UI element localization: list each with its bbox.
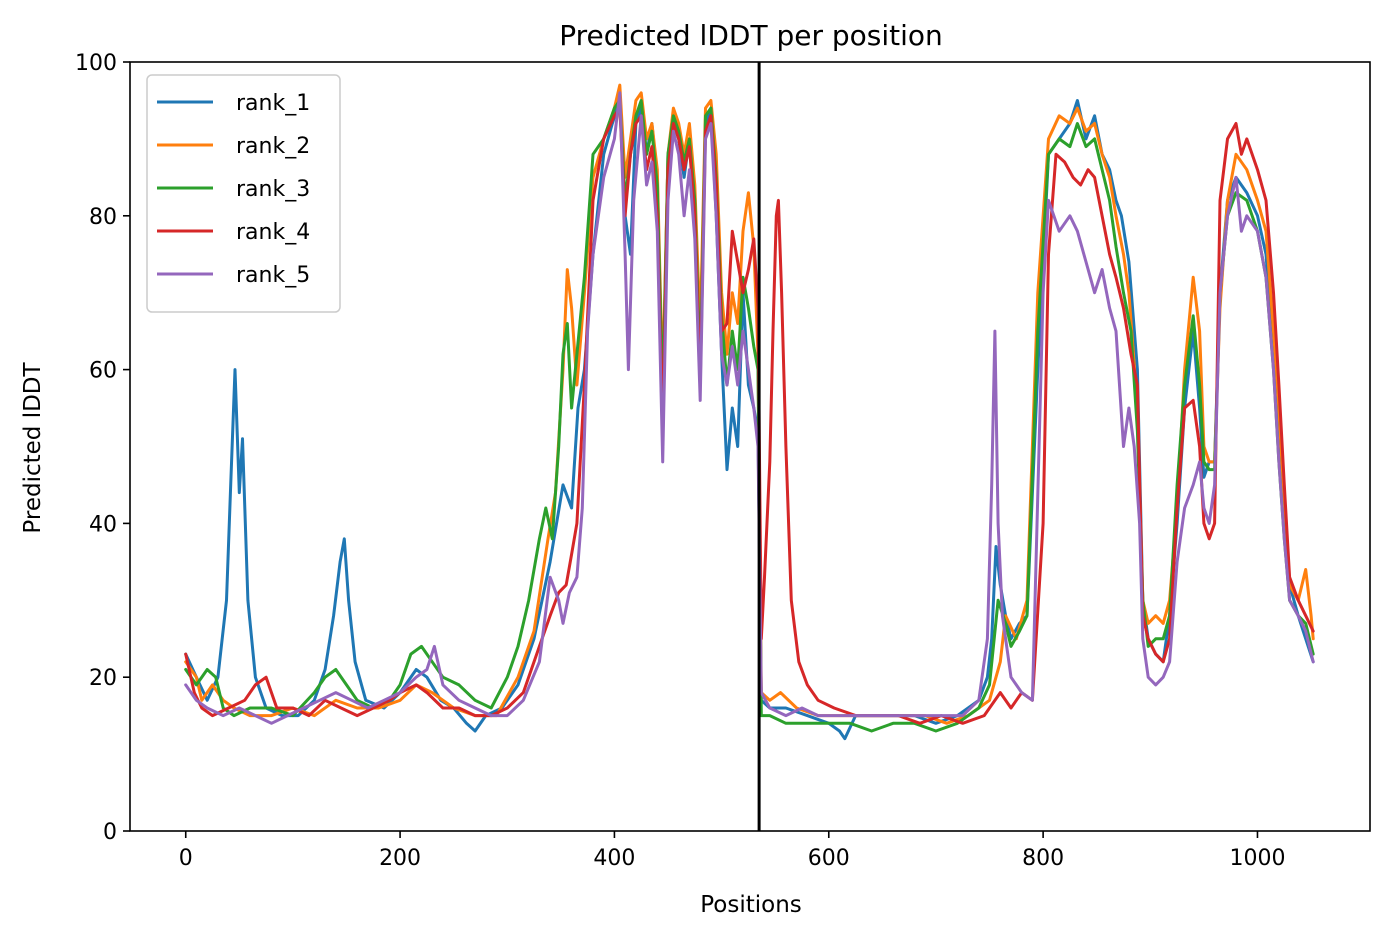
y-tick-label: 60 xyxy=(89,359,117,384)
x-tick-label: 800 xyxy=(1022,846,1064,871)
x-tick-label: 1000 xyxy=(1229,846,1285,871)
series-line-rank-2 xyxy=(184,83,1315,725)
y-tick-label: 100 xyxy=(75,51,117,76)
y-tick-label: 80 xyxy=(89,205,117,230)
y-tick-label: 40 xyxy=(89,512,117,537)
legend-label-rank-3: rank_3 xyxy=(236,177,310,202)
chart-title: Predicted lDDT per position xyxy=(559,19,943,52)
series-line-rank-3 xyxy=(184,99,1315,733)
legend: rank_1 rank_2 rank_3 rank_4 rank_5 xyxy=(146,74,341,313)
legend-box xyxy=(146,74,341,313)
x-tick-label: 0 xyxy=(179,846,193,871)
legend-label-rank-1: rank_1 xyxy=(236,91,310,116)
plot-frame xyxy=(129,61,1371,832)
x-tick-label: 600 xyxy=(808,846,850,871)
x-axis-label: Positions xyxy=(700,892,802,918)
legend-label-rank-5: rank_5 xyxy=(236,263,310,288)
y-tick-label: 0 xyxy=(103,820,117,845)
x-tick-label: 400 xyxy=(593,846,635,871)
series-group xyxy=(184,62,1315,831)
plot-layer xyxy=(184,62,1315,831)
y-tick-label: 20 xyxy=(89,666,117,691)
series-line-rank-4 xyxy=(184,106,1315,725)
y-axis-label: Predicted lDDT xyxy=(20,361,46,533)
axes-layer: 0 200 400 600 800 1000 0 20 40 60 80 100 xyxy=(75,51,1371,871)
legend-label-rank-2: rank_2 xyxy=(236,134,310,159)
x-tick-label: 200 xyxy=(379,846,421,871)
legend-label-rank-4: rank_4 xyxy=(236,220,310,245)
